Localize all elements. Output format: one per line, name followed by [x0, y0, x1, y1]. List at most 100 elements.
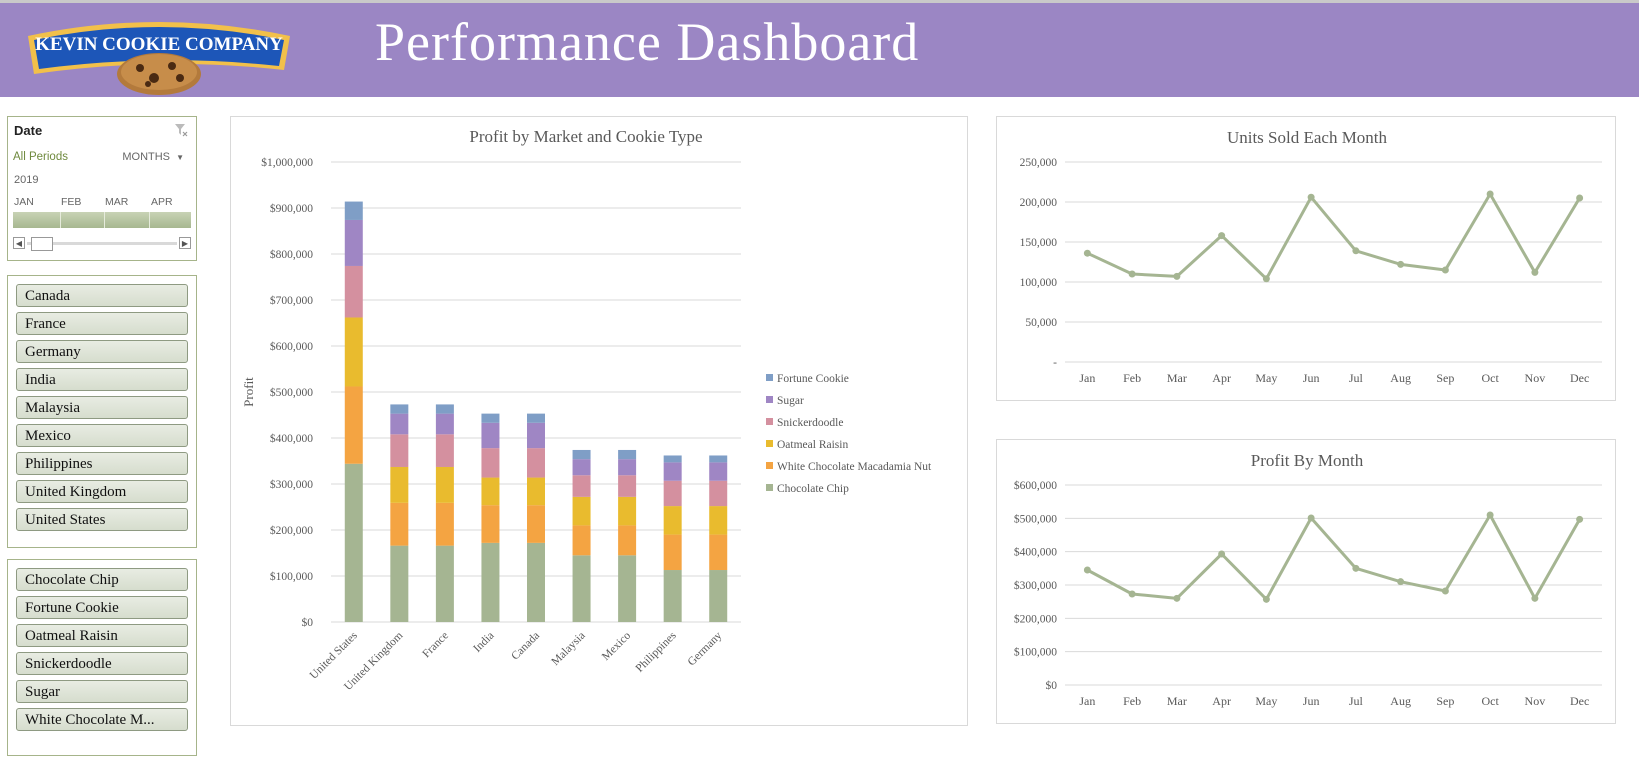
bar-segment — [435, 545, 454, 622]
bar-segment — [663, 462, 682, 481]
bar-segment — [435, 434, 454, 467]
data-point — [1262, 275, 1270, 283]
bar-segment — [435, 413, 454, 435]
slicer-item-sugar[interactable]: Sugar — [16, 680, 188, 703]
scroll-thumb[interactable] — [31, 237, 53, 251]
slicer-item-united-states[interactable]: United States — [16, 508, 188, 531]
market-slicer: Canada France Germany India Malaysia Mex… — [7, 275, 197, 548]
slicer-item-white-chocolate[interactable]: White Chocolate M... — [16, 708, 188, 731]
y-tick-label: $1,000,000 — [261, 156, 313, 169]
bar-segment — [663, 455, 682, 463]
legend-label: Chocolate Chip — [777, 483, 849, 495]
date-timeline[interactable]: Date All Periods MONTHS ▼ 2019 JAN FEB M… — [7, 116, 197, 261]
slicer-item-philippines[interactable]: Philippines — [16, 452, 188, 475]
bar-segment — [344, 463, 363, 622]
slicer-item-snickerdoodle[interactable]: Snickerdoodle — [16, 652, 188, 675]
data-point — [1486, 190, 1494, 198]
bar-segment — [435, 404, 454, 414]
slicer-item-chocolate-chip[interactable]: Chocolate Chip — [16, 568, 188, 591]
bar-segment — [572, 459, 591, 476]
x-tick-label: Jun — [1303, 371, 1320, 385]
bar-segment — [709, 480, 728, 507]
data-point — [1218, 550, 1226, 558]
bar-segment — [344, 317, 363, 387]
y-tick-label: $500,000 — [1014, 512, 1057, 525]
x-tick-label: Feb — [1123, 694, 1141, 708]
y-tick-label: 100,000 — [1020, 277, 1058, 289]
timeline-month: MAR — [105, 196, 129, 208]
bar-segment — [344, 201, 363, 220]
bar-segment — [709, 455, 728, 463]
series-line — [1086, 192, 1581, 281]
slicer-item-oatmeal-raisin[interactable]: Oatmeal Raisin — [16, 624, 188, 647]
data-point — [1083, 249, 1091, 257]
x-tick-label: Malaysia — [549, 630, 587, 668]
bar-segment — [709, 462, 728, 481]
x-tick-label: Nov — [1525, 694, 1546, 708]
x-tick-label: Mar — [1167, 694, 1187, 708]
bar-segment — [663, 570, 682, 622]
slicer-item-mexico[interactable]: Mexico — [16, 424, 188, 447]
bar-segment — [618, 555, 637, 622]
slicer-item-canada[interactable]: Canada — [16, 284, 188, 307]
bar-segment — [663, 534, 682, 571]
bar-segment — [390, 545, 409, 622]
data-point — [1307, 514, 1315, 522]
timeline-period-dropdown[interactable]: MONTHS ▼ — [122, 151, 184, 163]
page-title: Performance Dashboard — [375, 12, 920, 72]
data-point — [1307, 193, 1315, 201]
x-tick-label: Apr — [1212, 694, 1231, 708]
bar-segment — [481, 422, 500, 449]
dashboard-header: KEVIN COOKIE COMPANY Performance Dashboa… — [0, 0, 1639, 97]
period-label: MONTHS — [122, 151, 171, 163]
bar-segment — [481, 448, 500, 478]
data-point — [1441, 266, 1449, 274]
bar-segment — [709, 534, 728, 571]
profit-market-chart-panel[interactable]: Profit by Market and Cookie Type $0 $100,0… — [230, 116, 968, 726]
x-tick-label: France — [420, 630, 451, 661]
timeline-scrollbar[interactable]: ◀ ▶ — [13, 237, 191, 251]
timeline-range-label: All Periods — [13, 151, 68, 163]
x-tick-label: Mexico — [600, 629, 634, 663]
scroll-track — [27, 242, 177, 245]
slicer-item-united-kingdom[interactable]: United Kingdom — [16, 480, 188, 503]
legend-swatch — [766, 396, 773, 403]
y-axis-label: Profit — [241, 377, 256, 407]
bar-segment — [527, 413, 545, 423]
scroll-right-icon[interactable]: ▶ — [179, 237, 191, 249]
bar-segment — [481, 542, 500, 622]
units-sold-chart-panel[interactable]: Units Sold Each Month - 50,000 100,000 150,0… — [996, 116, 1616, 401]
data-point — [1576, 194, 1584, 202]
bar-segment — [344, 265, 363, 318]
slicer-item-malaysia[interactable]: Malaysia — [16, 396, 188, 419]
x-tick-label: Aug — [1390, 371, 1411, 385]
y-tick-label: 250,000 — [1020, 157, 1058, 169]
timeline-period-bar[interactable] — [13, 212, 191, 228]
timeline-divider — [104, 212, 105, 228]
data-point — [1173, 594, 1181, 602]
bar-segment — [344, 219, 363, 266]
x-tick-label: Jun — [1303, 694, 1320, 708]
filter-clear-icon[interactable] — [174, 123, 188, 137]
slicer-item-india[interactable]: India — [16, 368, 188, 391]
data-point — [1262, 595, 1270, 603]
company-logo: KEVIN COOKIE COMPANY — [28, 22, 290, 95]
timeline-divider — [60, 212, 61, 228]
bar-segment — [527, 422, 545, 449]
y-tick-label: $600,000 — [1014, 479, 1057, 492]
slicer-item-france[interactable]: France — [16, 312, 188, 335]
x-tick-label: May — [1255, 694, 1277, 708]
data-point — [1128, 270, 1136, 278]
profit-by-month-chart-panel[interactable]: Profit By Month $0 $100,000 $200,000 $300,00… — [996, 439, 1616, 724]
legend-swatch — [766, 418, 773, 425]
data-point — [1352, 564, 1360, 572]
y-tick-label: $100,000 — [1014, 646, 1057, 659]
slicer-item-germany[interactable]: Germany — [16, 340, 188, 363]
slicer-item-fortune-cookie[interactable]: Fortune Cookie — [16, 596, 188, 619]
bar-segment — [572, 555, 591, 622]
scroll-left-icon[interactable]: ◀ — [13, 237, 25, 249]
x-tick-label: Oct — [1481, 371, 1499, 385]
dropdown-arrow-icon: ▼ — [176, 153, 184, 162]
legend-swatch — [766, 484, 773, 491]
bar-segment — [572, 525, 591, 556]
